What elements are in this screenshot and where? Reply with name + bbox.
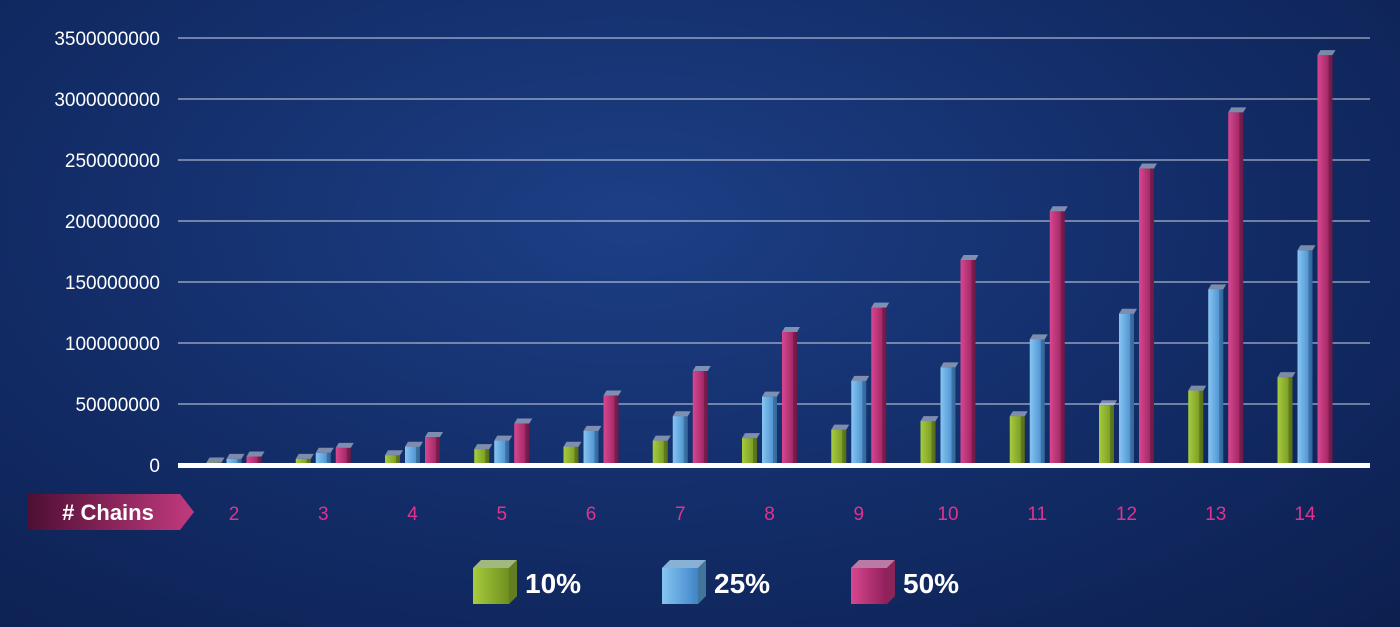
bar-50pct-3 <box>335 442 354 465</box>
bar-25pct-9 <box>851 375 870 465</box>
x-tick-label: 9 <box>853 504 864 525</box>
bar-25pct-7 <box>672 411 691 465</box>
bar-50pct-14 <box>1317 50 1336 465</box>
bar-50pct-9 <box>871 302 890 465</box>
x-tick-label: 12 <box>1116 504 1137 525</box>
y-tick-label: 200000000 <box>65 212 160 233</box>
bar-50pct-5 <box>514 418 533 465</box>
bar-50pct-8 <box>782 327 800 465</box>
y-tick-label: 250000000 <box>65 151 160 172</box>
bar-25pct-4 <box>405 441 423 465</box>
x-tick-label: 7 <box>675 504 686 525</box>
x-tick-label: 6 <box>586 504 597 525</box>
bar-50pct-7 <box>692 366 711 465</box>
bar-25pct-13 <box>1208 284 1227 465</box>
bar-10pct-12 <box>1099 400 1117 465</box>
y-tick-label: 3000000000 <box>54 90 160 111</box>
bar-50pct-12 <box>1139 163 1157 466</box>
x-axis-line <box>178 463 1370 468</box>
legend-swatch <box>662 560 706 604</box>
bar-25pct-2 <box>226 453 245 465</box>
bar-25pct-10 <box>940 362 959 465</box>
bar-10pct-4 <box>385 450 403 465</box>
bar-25pct-3 <box>315 447 334 465</box>
legend-item-25pct: 25% <box>662 560 770 604</box>
bar-10pct-3 <box>295 453 314 465</box>
legend-swatch <box>473 560 517 604</box>
bar-25pct-5 <box>494 435 513 465</box>
x-tick-label: 2 <box>229 504 240 525</box>
bar-50pct-10 <box>960 255 979 465</box>
bar-10pct-10 <box>920 416 939 465</box>
bar-50pct-4 <box>425 431 443 465</box>
legend-swatch <box>851 560 895 604</box>
legend-label: 25% <box>714 568 770 599</box>
y-tick-label: 150000000 <box>65 273 160 294</box>
bar-25pct-6 <box>583 425 602 465</box>
bar-10pct-14 <box>1277 372 1296 465</box>
bar-25pct-14 <box>1297 245 1316 465</box>
bar-10pct-11 <box>1009 411 1028 465</box>
bar-25pct-8 <box>762 391 780 465</box>
y-tick-label: 3500000000 <box>54 29 160 50</box>
x-tick-label: 11 <box>1027 504 1047 525</box>
x-tick-label: 10 <box>937 504 958 525</box>
x-tick-label: 3 <box>318 504 329 525</box>
legend-label: 10% <box>525 568 581 599</box>
bar-10pct-13 <box>1188 385 1207 465</box>
x-tick-label: 14 <box>1294 504 1316 525</box>
legend: 10% 25% 50% <box>473 560 959 604</box>
bar-50pct-2 <box>246 451 265 465</box>
x-tick-label: 8 <box>764 504 775 525</box>
x-axis-title: # Chains <box>62 500 154 525</box>
x-axis-title-tag: # Chains <box>28 494 194 530</box>
x-axis-labels: 2 3 4 5 6 7 8 9 10 11 12 13 14 <box>229 504 1316 525</box>
x-tick-label: 5 <box>496 504 507 525</box>
bar-50pct-11 <box>1049 206 1068 465</box>
y-tick-label: 100000000 <box>65 334 160 355</box>
bar-50pct-6 <box>603 390 622 465</box>
bars <box>206 50 1336 466</box>
bar-25pct-12 <box>1119 308 1137 465</box>
legend-label: 50% <box>903 568 959 599</box>
bar-10pct-5 <box>474 444 493 465</box>
legend-item-50pct: 50% <box>851 560 959 604</box>
bar-10pct-6 <box>563 441 582 465</box>
bar-10pct-9 <box>831 424 850 465</box>
y-tick-label: 50000000 <box>75 395 160 416</box>
bar-10pct-8 <box>742 433 760 465</box>
bar-25pct-11 <box>1029 334 1048 465</box>
y-tick-label: 0 <box>149 456 160 477</box>
x-tick-label: 13 <box>1205 504 1226 525</box>
bar-10pct-7 <box>652 435 671 465</box>
gridlines <box>178 37 1370 405</box>
legend-item-10pct: 10% <box>473 560 581 604</box>
y-axis-labels: 3500000000 3000000000 250000000 200000000 15… <box>54 29 160 477</box>
x-tick-label: 4 <box>407 504 418 525</box>
bar-50pct-13 <box>1228 107 1247 466</box>
